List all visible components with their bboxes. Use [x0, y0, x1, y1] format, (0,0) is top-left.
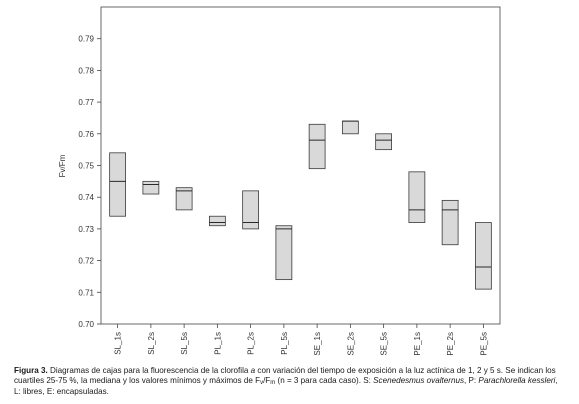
x-category-label: SL_1s — [114, 332, 123, 355]
box-PL_1s — [208, 215, 226, 227]
box-body — [474, 222, 492, 290]
x-axis: SL_1s SL_2s SL_5s PL_1s PL_2s PL_5s SE_1s SE_2s… — [114, 324, 488, 356]
x-category-label: PL_1s — [213, 332, 222, 355]
box-SE_5s — [375, 133, 393, 151]
x-category-label: PL_2s — [247, 332, 256, 355]
caption-text-2: con variación del tiempo de exposición a… — [14, 366, 556, 386]
caption-sub-m: m — [270, 380, 276, 387]
y-tick-label: 0.74 — [78, 193, 94, 202]
caption-text-1: Diagramas de cajas para la fluorescencia… — [47, 366, 251, 375]
x-category-label: PE_2s — [446, 332, 455, 356]
caption-text-4: , P: — [464, 376, 479, 386]
figure-label: Figura 3. — [14, 366, 48, 375]
boxes-layer — [109, 120, 492, 290]
x-category-label: SE_1s — [313, 332, 322, 356]
box-body — [109, 152, 127, 217]
x-category-label: SL_5s — [180, 332, 189, 355]
x-category-label: SE_2s — [346, 332, 355, 356]
y-axis-label: Fv/Fm — [58, 154, 67, 177]
box-body — [308, 123, 326, 170]
y-tick-label: 0.75 — [78, 162, 94, 171]
y-tick-label: 0.70 — [78, 320, 94, 329]
x-category-label: PE_1s — [413, 332, 422, 356]
y-tick-label: 0.71 — [78, 288, 94, 297]
y-axis: 0.70 0.71 0.72 0.73 0.74 0.75 0.76 0.77 0.78 0.79 — [78, 35, 101, 329]
caption-species-p: Parachlorella kessleri — [478, 376, 556, 386]
box-SE_1s — [308, 123, 326, 170]
box-SL_5s — [175, 187, 193, 211]
y-tick-label: 0.79 — [78, 35, 94, 44]
x-category-label: PE_5s — [479, 332, 488, 356]
caption-slash: /F — [263, 376, 271, 386]
box-SL_2s — [142, 180, 160, 195]
caption-italic-a: a — [250, 366, 256, 375]
y-tick-label: 0.73 — [78, 225, 94, 234]
caption-sub-v: v — [260, 380, 264, 387]
caption-text-3: (n = 3 para cada caso). S: — [275, 376, 374, 386]
box-PE_2s — [441, 199, 459, 246]
box-SE_2s — [341, 120, 359, 135]
box-body — [175, 187, 193, 211]
box-body — [142, 180, 160, 195]
box-body — [408, 171, 426, 223]
plot-frame — [100, 6, 501, 325]
y-tick-label: 0.77 — [78, 98, 94, 107]
y-tick-label: 0.76 — [78, 130, 94, 139]
box-PE_5s — [474, 222, 492, 290]
box-PL_5s — [275, 225, 293, 281]
figure-caption: Figura 3. Diagramas de cajas para la flu… — [14, 366, 566, 397]
caption-text-5: , L: libres, E: encapsuladas. — [14, 376, 558, 396]
box-SL_1s — [109, 152, 127, 217]
box-body — [375, 133, 393, 151]
box-PL_2s — [242, 190, 260, 230]
x-category-label: SE_5s — [380, 332, 389, 356]
y-tick-label: 0.72 — [78, 257, 94, 266]
caption-species-s: Scenedesmus ovalternus — [373, 376, 465, 386]
box-body — [242, 190, 260, 230]
box-body — [441, 199, 459, 246]
x-category-label: PL_5s — [280, 332, 289, 355]
plot-area — [100, 6, 501, 325]
box-PE_1s — [408, 171, 426, 223]
x-category-label: SL_2s — [147, 332, 156, 355]
y-tick-label: 0.78 — [78, 66, 94, 75]
box-body — [208, 215, 226, 227]
box-body — [275, 225, 293, 281]
box-body — [341, 120, 359, 135]
